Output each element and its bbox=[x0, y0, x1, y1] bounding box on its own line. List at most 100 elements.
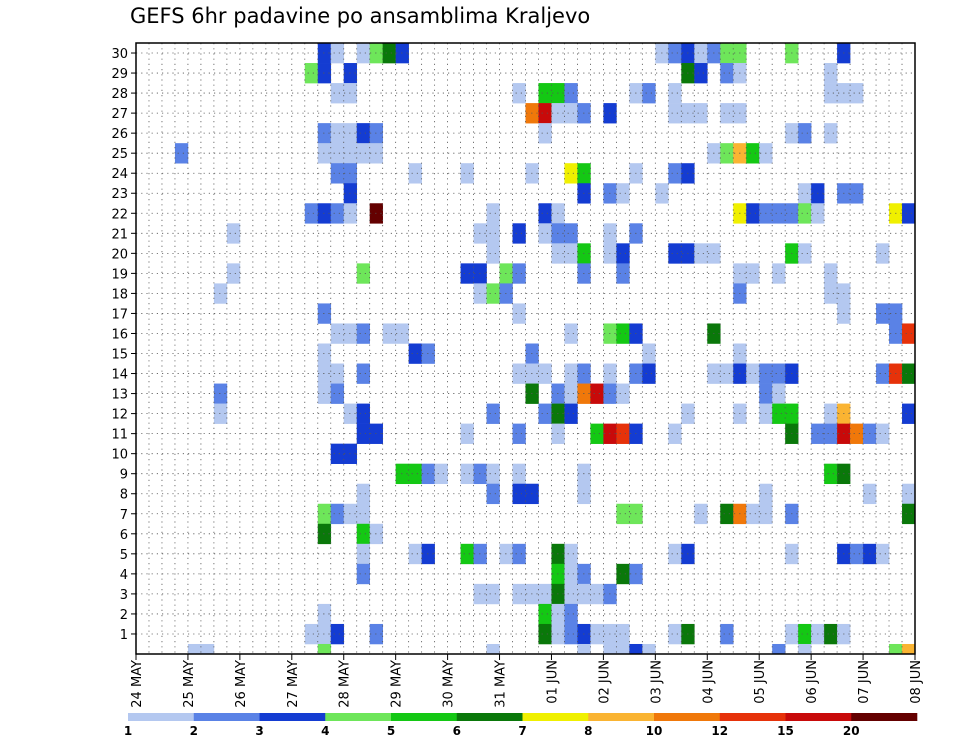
y-tick-label: 2 bbox=[120, 608, 128, 623]
heatmap-cell bbox=[746, 503, 760, 525]
y-tick-label: 12 bbox=[111, 408, 128, 423]
x-tick-label: 27 MAY bbox=[286, 660, 301, 708]
heatmap-cell bbox=[486, 643, 500, 655]
heatmap-cell bbox=[668, 623, 682, 645]
heatmap-cell bbox=[460, 163, 474, 184]
heatmap-cell bbox=[694, 63, 708, 84]
legend-label: 5 bbox=[387, 724, 395, 738]
heatmap-cell bbox=[356, 543, 370, 565]
y-tick-label: 30 bbox=[111, 47, 128, 62]
heatmap-cell bbox=[356, 523, 370, 545]
y-tick-label: 13 bbox=[111, 388, 128, 403]
heatmap-cell bbox=[486, 583, 500, 605]
heatmap-cell bbox=[486, 463, 500, 485]
heatmap-cell bbox=[317, 343, 332, 364]
heatmap-cells bbox=[174, 43, 916, 655]
heatmap-cell bbox=[512, 463, 526, 485]
legend-label: 12 bbox=[711, 724, 728, 738]
heatmap-cell bbox=[720, 623, 734, 645]
heatmap-cell bbox=[213, 283, 228, 304]
heatmap-cell bbox=[226, 223, 241, 244]
heatmap-cell bbox=[642, 343, 656, 364]
legend-label: 20 bbox=[843, 724, 860, 738]
heatmap-cell bbox=[512, 483, 526, 505]
heatmap-cell bbox=[356, 143, 370, 164]
heatmap-cell bbox=[603, 643, 617, 655]
heatmap-cell bbox=[746, 263, 760, 284]
heatmap-cell bbox=[876, 543, 890, 565]
legend-label: 15 bbox=[777, 724, 794, 738]
heatmap-cell bbox=[174, 143, 189, 164]
x-tick-label: 04 JUN bbox=[701, 660, 716, 704]
heatmap-cell bbox=[746, 143, 760, 164]
heatmap-cell bbox=[356, 503, 370, 525]
heatmap-cell bbox=[486, 243, 500, 264]
plot-frame bbox=[135, 42, 916, 655]
color-legend: 1 2 3 4 5 6 7 8 10 12 15 20 bbox=[124, 713, 918, 738]
heatmap-cell bbox=[330, 83, 345, 104]
y-tick-label: 9 bbox=[120, 468, 128, 483]
heatmap-cell bbox=[304, 203, 319, 224]
legend-swatch bbox=[785, 713, 852, 721]
heatmap-cell bbox=[317, 63, 332, 84]
y-tick-label: 23 bbox=[111, 187, 128, 202]
heatmap-cell bbox=[304, 623, 319, 645]
heatmap-cell bbox=[720, 503, 734, 525]
heatmap-cell bbox=[317, 383, 332, 404]
heatmap-cell bbox=[356, 123, 370, 144]
heatmap-cell bbox=[564, 243, 578, 264]
heatmap-cell bbox=[538, 203, 552, 224]
x-tick-label: 02 JUN bbox=[597, 660, 612, 704]
y-tick-label: 24 bbox=[111, 167, 128, 182]
legend-label: 8 bbox=[584, 724, 592, 738]
legend-swatch bbox=[654, 713, 721, 721]
heatmap-cell bbox=[772, 383, 786, 404]
heatmap-cell bbox=[824, 83, 838, 104]
heatmap-cell bbox=[616, 383, 630, 404]
heatmap-cell bbox=[564, 363, 578, 384]
heatmap-cell bbox=[902, 323, 916, 344]
heatmap-cell bbox=[538, 583, 552, 605]
heatmap-cell bbox=[330, 363, 345, 384]
heatmap-cell bbox=[382, 323, 396, 344]
heatmap-cell bbox=[590, 383, 604, 404]
legend-swatch bbox=[719, 713, 786, 721]
legend-label: 2 bbox=[190, 724, 198, 738]
heatmap-cell bbox=[486, 223, 500, 244]
heatmap-cell bbox=[317, 623, 332, 645]
heatmap-cell bbox=[512, 83, 526, 104]
y-tick-label: 25 bbox=[111, 147, 128, 162]
heatmap-cell bbox=[876, 423, 890, 444]
heatmap-cell bbox=[356, 323, 370, 344]
heatmap-cell bbox=[317, 143, 332, 164]
heatmap-cell bbox=[889, 643, 903, 655]
heatmap-cell bbox=[902, 483, 916, 505]
heatmap-cell bbox=[590, 583, 604, 605]
heatmap-cell bbox=[668, 423, 682, 444]
y-tick-label: 6 bbox=[120, 528, 128, 543]
heatmap-cell bbox=[317, 643, 332, 655]
heatmap-cell bbox=[382, 43, 396, 64]
y-tick-label: 17 bbox=[111, 307, 128, 322]
heatmap-cell bbox=[356, 483, 370, 505]
heatmap-cell bbox=[460, 543, 474, 565]
heatmap-cell bbox=[577, 643, 591, 655]
y-tick-label: 5 bbox=[120, 548, 128, 563]
heatmap-cell bbox=[564, 603, 578, 625]
heatmap-cell bbox=[616, 263, 630, 284]
y-tick-label: 20 bbox=[111, 247, 128, 262]
heatmap-cell bbox=[694, 503, 708, 525]
heatmap-cell bbox=[590, 623, 604, 645]
heatmap-cell bbox=[317, 523, 332, 545]
heatmap-cell bbox=[746, 363, 760, 384]
heatmap-cell bbox=[356, 43, 370, 64]
x-tick-label: 31 MAY bbox=[494, 660, 509, 708]
heatmap-cell bbox=[304, 63, 319, 84]
heatmap-cell bbox=[187, 643, 202, 655]
x-tick-label: 06 JUN bbox=[805, 660, 820, 704]
heatmap-cell bbox=[564, 583, 578, 605]
heatmap-cell bbox=[798, 123, 812, 144]
heatmap-cell bbox=[408, 543, 422, 565]
heatmap-cell bbox=[538, 103, 552, 124]
